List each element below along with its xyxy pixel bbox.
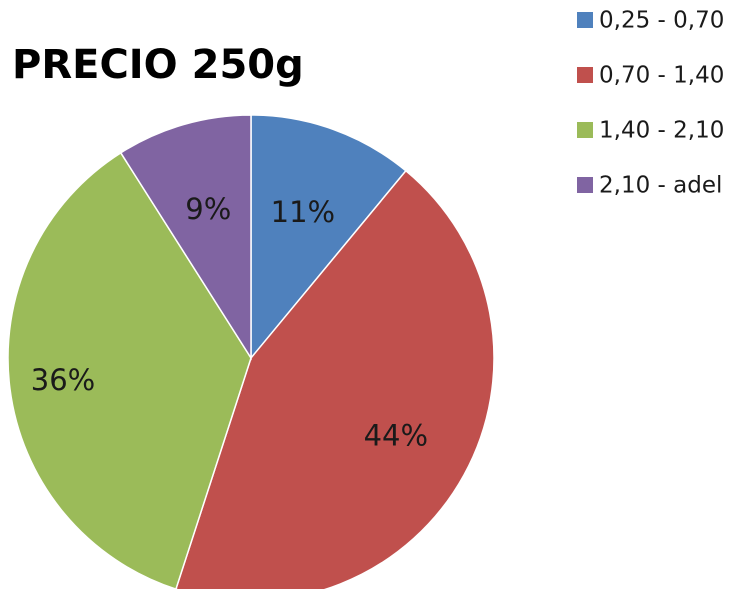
slice-label-0-70-1-40: 44% [364,419,428,453]
legend-label-0-70-1-40: 0,70 - 1,40 [599,63,724,89]
legend-label-1-40-2-10: 1,40 - 2,10 [599,118,724,144]
legend-swatch-2-10-adel [577,177,593,193]
pie-slices [7,114,495,589]
pie-slice-1-40-2-10 [7,151,252,589]
legend-swatch-0-70-1-40 [577,67,593,83]
legend-label-0-25-0-70: 0,25 - 0,70 [599,8,724,34]
slice-labels: 11% 44% 36% 9% [31,192,428,453]
legend: 0,25 - 0,70 0,70 - 1,40 1,40 - 2,10 2,10 - … [577,8,724,199]
pie-slice-2-10-adel [119,114,252,361]
slice-label-1-40-2-10: 36% [31,363,95,397]
chart-title: PRECIO 250g [12,42,304,88]
legend-swatch-0-25-0-70 [577,12,593,28]
slice-label-2-10-adel: 9% [185,192,231,226]
pie-slice-0-25-0-70 [250,114,407,361]
legend-label-2-10-adel: 2,10 - adel [599,173,722,199]
slice-label-0-25-0-70: 11% [271,195,335,229]
pie-slice-0-70-1-40 [175,169,495,589]
legend-swatch-1-40-2-10 [577,122,593,138]
